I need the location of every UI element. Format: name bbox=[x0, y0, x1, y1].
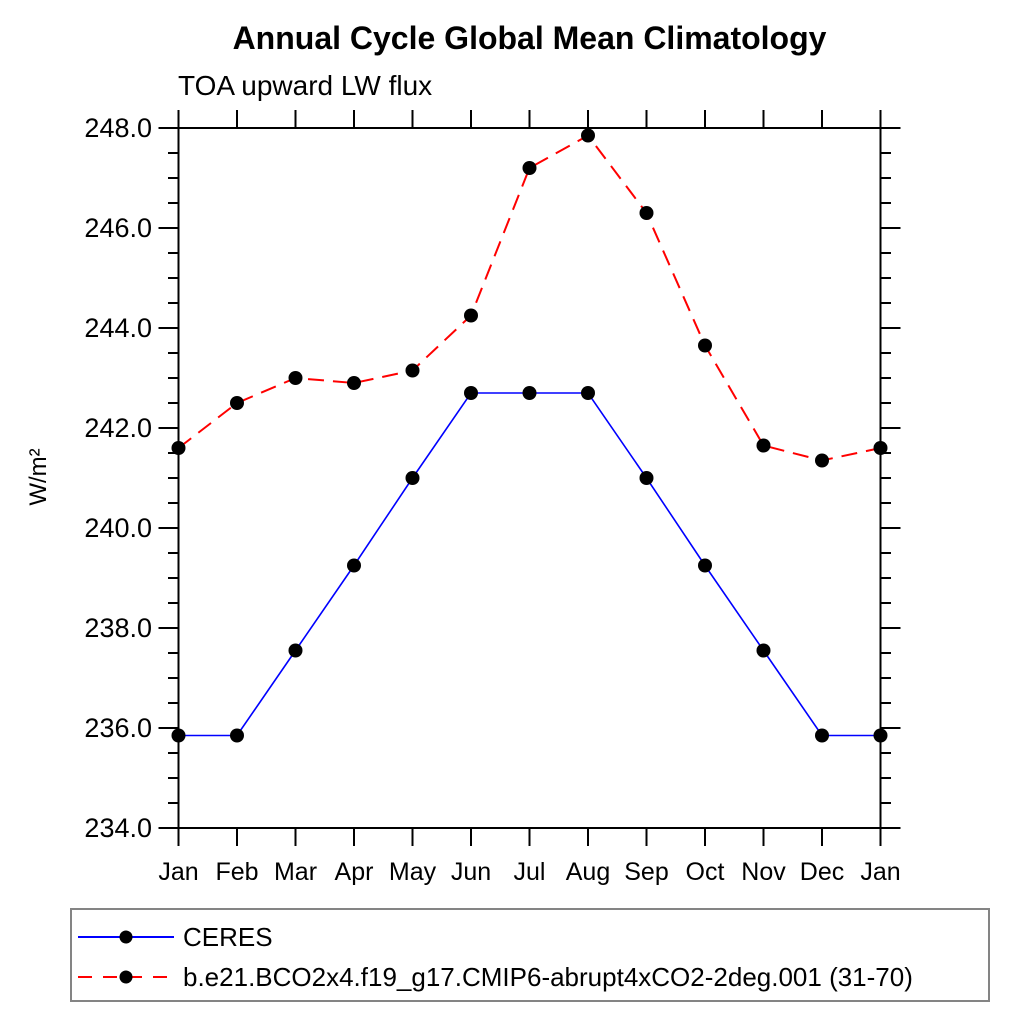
data-point-marker bbox=[405, 471, 420, 485]
y-tick-label: 242.0 bbox=[84, 413, 152, 443]
data-point-marker bbox=[288, 643, 303, 658]
x-tick-label: Mar bbox=[274, 858, 317, 886]
x-tick-label: Dec bbox=[800, 858, 844, 886]
x-tick-label: Apr bbox=[335, 858, 374, 886]
y-tick-label: 244.0 bbox=[84, 313, 152, 343]
data-point-marker bbox=[698, 558, 712, 573]
y-tick-label: 246.0 bbox=[84, 213, 152, 243]
data-point-marker bbox=[873, 441, 888, 455]
data-point-marker bbox=[639, 206, 654, 220]
data-point-marker bbox=[230, 396, 244, 410]
x-axis: Jan Feb Mar Apr May Jun Jul Aug Sep Oct Nov Dec Jan bbox=[158, 110, 901, 886]
x-tick-label: May bbox=[389, 858, 437, 886]
data-point-marker bbox=[522, 161, 537, 175]
data-point-marker bbox=[347, 558, 361, 573]
x-tick-label: Jul bbox=[514, 858, 546, 886]
chart-subtitle: TOA upward LW flux bbox=[178, 70, 433, 101]
series-model bbox=[171, 128, 888, 468]
data-point-marker bbox=[698, 338, 712, 353]
model-line-swatch bbox=[78, 970, 174, 984]
data-point-marker bbox=[873, 728, 888, 743]
data-point-marker bbox=[815, 728, 829, 743]
data-point-marker bbox=[171, 441, 186, 455]
x-tick-label: Nov bbox=[741, 858, 786, 886]
x-tick-label: Sep bbox=[624, 858, 668, 886]
x-tick-label: Jun bbox=[451, 858, 491, 886]
legend: CERES b.e21.BCO2x4.f19_g17.CMIP6-abrupt4… bbox=[70, 908, 990, 1002]
chart-canvas: 234.0 236.0 238.0 240.0 242.0 244.0 246.0 248.0… bbox=[84, 110, 901, 886]
y-axis: 234.0 236.0 238.0 240.0 242.0 244.0 246.0 248.0 bbox=[84, 113, 901, 843]
data-point-marker bbox=[639, 471, 654, 485]
y-tick-label: 234.0 bbox=[84, 813, 152, 843]
x-tick-label: Jan bbox=[860, 858, 900, 886]
x-tick-label: Jan bbox=[158, 858, 198, 886]
plot-frame bbox=[177, 127, 882, 829]
y-tick-label: 248.0 bbox=[84, 113, 152, 143]
data-point-marker bbox=[756, 438, 771, 453]
legend-label-model: b.e21.BCO2x4.f19_g17.CMIP6-abrupt4xCO2-2… bbox=[183, 961, 913, 992]
data-point-marker bbox=[815, 453, 829, 468]
x-tick-label: Feb bbox=[215, 858, 258, 886]
data-point-marker bbox=[171, 728, 186, 743]
y-tick-label: 236.0 bbox=[84, 713, 152, 743]
ceres-line-swatch bbox=[78, 930, 174, 944]
data-point-marker bbox=[522, 386, 537, 400]
data-point-marker bbox=[405, 363, 420, 378]
legend-label-ceres: CERES bbox=[183, 921, 273, 952]
data-point-marker bbox=[230, 728, 244, 743]
data-point-marker bbox=[581, 386, 595, 400]
data-point-marker bbox=[288, 371, 303, 385]
y-tick-label: 240.0 bbox=[84, 513, 152, 543]
data-point-marker bbox=[347, 376, 361, 390]
data-point-marker bbox=[581, 128, 595, 143]
series-ceres bbox=[171, 386, 888, 743]
model-marker-dot bbox=[119, 970, 133, 984]
x-tick-label: Aug bbox=[566, 858, 610, 886]
data-point-marker bbox=[464, 386, 478, 400]
chart-title: Annual Cycle Global Mean Climatology bbox=[232, 20, 827, 56]
data-point-marker bbox=[756, 643, 771, 658]
x-tick-label: Oct bbox=[686, 858, 725, 886]
data-point-marker bbox=[464, 308, 478, 323]
ceres-marker-dot bbox=[119, 930, 133, 944]
y-tick-label: 238.0 bbox=[84, 613, 152, 643]
legend-item-model: b.e21.BCO2x4.f19_g17.CMIP6-abrupt4xCO2-2… bbox=[76, 957, 913, 997]
legend-item-ceres: CERES bbox=[76, 917, 273, 957]
